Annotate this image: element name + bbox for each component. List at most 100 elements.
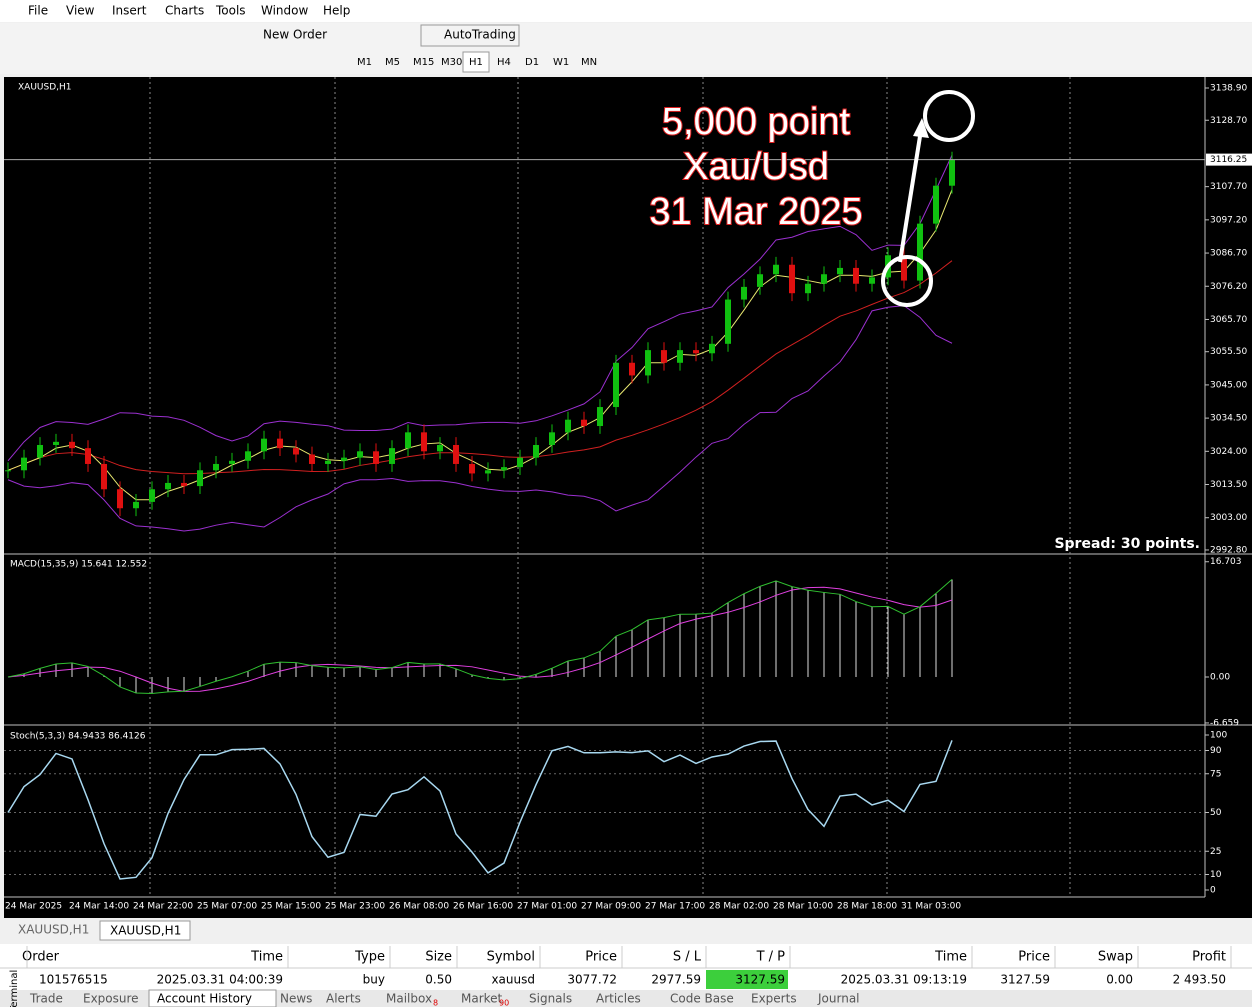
terminal-tab[interactable]: Alerts [326,992,361,1006]
column-header[interactable]: Price [585,950,617,965]
circle-marker [923,90,975,142]
terminal-tab[interactable]: News [280,992,312,1006]
time-label: 24 Mar 22:00 [133,902,193,912]
cell: buy [363,973,385,987]
candle [741,286,747,300]
macd-tick-label: 0.00 [1210,673,1230,683]
column-header[interactable]: S / L [673,950,702,965]
candle [277,438,283,449]
candle [805,283,811,294]
timeframe-button[interactable]: M1 [357,57,372,68]
time-label: 26 Mar 08:00 [389,902,449,912]
column-header[interactable]: T / P [756,950,786,965]
candle [53,441,59,445]
annotation-text: Xau/Usd [683,146,829,188]
candle [341,457,347,461]
terminal-tab[interactable]: Trade [29,992,63,1006]
timeframe-button[interactable]: H1 [469,57,483,68]
candle [485,470,491,474]
price-tick-label: 3107.70 [1210,182,1247,192]
badge: 90 [499,999,509,1007]
price-tick-label: 3128.70 [1210,116,1247,126]
menu-item[interactable]: View [66,4,95,18]
timeframe-button[interactable]: W1 [553,57,569,68]
time-label: 25 Mar 07:00 [197,902,257,912]
bollinger-lower [7,305,953,532]
price-tick-label: 3097.20 [1210,215,1247,225]
candle [309,454,315,464]
side-label: Terminal [9,970,20,1007]
column-header[interactable]: Profit [1192,950,1226,965]
terminal-tab[interactable]: Mailbox [386,992,432,1006]
candle [821,274,827,284]
candle [901,255,907,281]
spread-label: Spread: 30 points. [1054,536,1200,552]
candle [597,407,603,427]
terminal-tab[interactable]: Experts [751,992,797,1006]
chart-tab[interactable]: XAUUSD,H1 [110,924,181,938]
autotrading-button[interactable]: AutoTrading [444,28,516,42]
arrow-head [913,118,929,138]
menu-item[interactable]: Charts [165,4,204,18]
time-label: 28 Mar 18:00 [837,902,897,912]
column-header[interactable]: Size [425,950,452,965]
terminal-tab[interactable]: Market [461,992,503,1006]
cell: 3127.59 [735,973,785,987]
menu-item[interactable]: Help [323,4,350,18]
column-header[interactable]: Price [1018,950,1050,965]
column-header[interactable]: Type [354,950,385,965]
toolbars [0,23,1252,74]
terminal-tab[interactable]: Signals [529,992,572,1006]
terminal-tab[interactable]: Exposure [83,992,139,1006]
macd-signal [7,586,953,692]
candle [661,350,667,363]
cell: 2 493.50 [1173,973,1226,987]
active-chart-tab [99,920,191,941]
column-header[interactable]: Order [22,950,60,965]
timeframe-button[interactable]: D1 [525,57,539,68]
time-label: 27 Mar 01:00 [517,902,577,912]
price-tick-label: 3003.00 [1210,513,1247,523]
candle [629,362,635,376]
candle [837,267,843,275]
terminal-tab[interactable]: Articles [596,992,641,1006]
candle [245,451,251,461]
candle [933,185,939,224]
candle [373,451,379,464]
terminal-tab[interactable]: Account History [157,992,252,1006]
new-order-button[interactable]: New Order [263,28,327,42]
candle [261,438,267,452]
candle [5,470,11,472]
candle [789,264,795,294]
macd-tick-label: -6.659 [1210,718,1239,728]
chart-tab[interactable]: XAUUSD,H1 [18,923,89,937]
candle [293,448,299,455]
stoch-tick-label: 0 [1210,886,1216,896]
column-header[interactable]: Time [250,950,283,965]
cell: 0.00 [1106,973,1133,987]
timeframe-button[interactable]: H4 [497,57,511,68]
terminal-tab[interactable]: Journal [817,992,860,1006]
timeframe-button[interactable]: M5 [385,57,400,68]
candle [405,432,411,449]
candle [389,448,395,464]
terminal-tab[interactable]: Code Base [670,992,734,1006]
candle [949,159,955,186]
active-tab [148,989,277,1007]
time-label: 28 Mar 10:00 [773,902,833,912]
candle [565,419,571,433]
timeframe-button[interactable]: M30 [441,57,462,68]
timeframe-button[interactable]: M15 [413,57,434,68]
menu-item[interactable]: Insert [112,4,147,18]
candle [453,444,459,464]
time-label: 24 Mar 2025 [5,902,62,912]
menu-item[interactable]: File [28,4,48,18]
menu-item[interactable]: Tools [215,4,246,18]
menu-item[interactable]: Window [261,4,309,18]
candle [357,451,363,458]
column-header[interactable]: Symbol [487,950,535,965]
column-header[interactable]: Time [934,950,967,965]
column-header[interactable]: Swap [1098,950,1133,965]
timeframe-button[interactable]: MN [581,57,597,68]
